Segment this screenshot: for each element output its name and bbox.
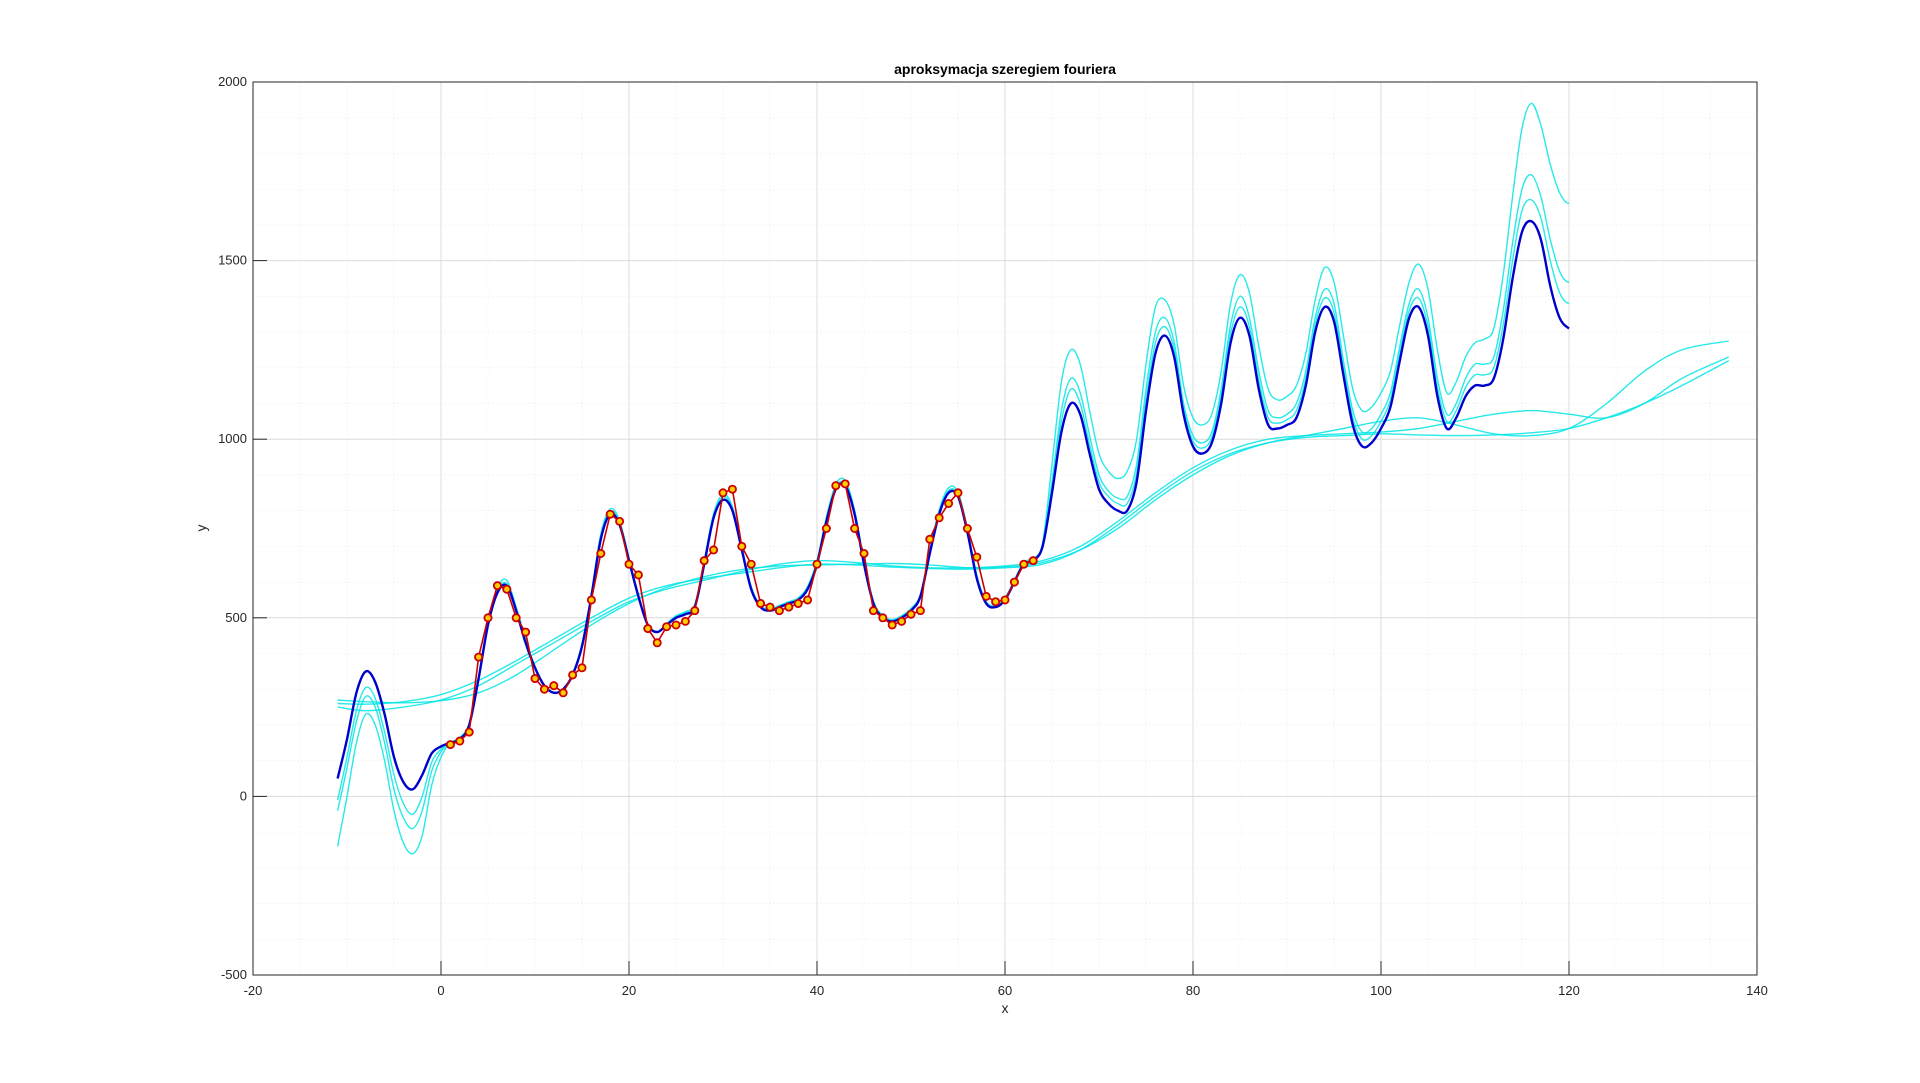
data-point-marker: [521, 627, 531, 637]
data-point-marker: [1000, 595, 1010, 605]
data-point-marker: [605, 509, 615, 519]
data-point-marker: [850, 524, 860, 534]
y-tick-label: 1000: [218, 431, 247, 446]
x-tick-label: 100: [1370, 983, 1392, 998]
data-point-marker: [915, 606, 925, 616]
data-point-marker: [897, 616, 907, 626]
data-point-marker: [596, 549, 606, 559]
data-point-marker: [1019, 559, 1029, 569]
data-point-marker: [906, 609, 916, 619]
data-point-marker: [859, 549, 869, 559]
x-tick-label: 0: [437, 983, 444, 998]
data-point-marker: [577, 663, 587, 673]
data-point-marker: [586, 595, 596, 605]
data-point-marker: [991, 597, 1001, 607]
data-point-marker: [483, 613, 493, 623]
major-grid: [252, 81, 1758, 976]
data-point-marker: [1009, 577, 1019, 587]
data-point-marker: [934, 513, 944, 523]
data-point-marker: [455, 736, 465, 746]
data-point-marker: [887, 620, 897, 630]
data-point-marker: [690, 606, 700, 616]
axis-tick-labels: -20 0 20 40 60 80 100 120 140 -500 0 500 1000 1500 200…: [218, 74, 1768, 998]
data-point-marker: [662, 622, 672, 632]
data-point-marker: [737, 541, 747, 551]
data-point-marker: [549, 681, 559, 691]
y-tick-label: 1500: [218, 253, 247, 268]
x-tick-label: -20: [244, 983, 263, 998]
data-point-marker: [709, 545, 719, 555]
x-tick-label: 80: [1186, 983, 1200, 998]
data-point-marker: [812, 559, 822, 569]
y-tick-label: 0: [240, 788, 247, 803]
data-point-marker: [972, 552, 982, 562]
data-point-marker: [784, 602, 794, 612]
data-point-marker: [944, 498, 954, 508]
data-point-marker: [539, 684, 549, 694]
data-point-marker: [671, 620, 681, 630]
data-point-marker: [774, 606, 784, 616]
x-tick-label: 20: [622, 983, 636, 998]
data-point-marker: [511, 613, 521, 623]
data-point-marker: [492, 581, 502, 591]
data-point-marker: [718, 488, 728, 498]
data-point-marker: [756, 599, 766, 609]
data-point-marker: [445, 740, 455, 750]
data-point-marker: [821, 524, 831, 534]
data-point-marker: [652, 638, 662, 648]
data-point-marker: [502, 584, 512, 594]
x-tick-label: 140: [1746, 983, 1768, 998]
data-point-marker: [925, 534, 935, 544]
data-point-marker: [1028, 556, 1038, 566]
data-point-marker: [474, 652, 484, 662]
data-point-marker: [793, 599, 803, 609]
data-point-marker: [840, 479, 850, 489]
data-point-marker: [699, 556, 709, 566]
data-point-marker: [727, 484, 737, 494]
x-axis-label: x: [1002, 1000, 1009, 1016]
data-point-marker: [746, 559, 756, 569]
data-point-marker: [803, 595, 813, 605]
y-tick-label: 2000: [218, 74, 247, 89]
data-point-marker: [981, 591, 991, 601]
data-point-marker: [624, 559, 634, 569]
data-point-marker: [633, 570, 643, 580]
data-point-marker: [464, 727, 474, 737]
y-tick-label: 500: [225, 610, 247, 625]
data-point-marker: [962, 524, 972, 534]
data-point-marker: [643, 624, 653, 634]
axis-ticks: [252, 81, 1758, 976]
data-point-marker: [568, 670, 578, 680]
data-point-marker: [868, 606, 878, 616]
x-tick-label: 40: [810, 983, 824, 998]
data-point-marker: [831, 481, 841, 491]
data-point-marker: [558, 688, 568, 698]
y-axis-label: y: [193, 525, 209, 532]
data-point-marker: [680, 616, 690, 626]
y-tick-label: -500: [221, 967, 247, 982]
data-point-marker: [953, 488, 963, 498]
data-point-marker: [765, 602, 775, 612]
x-tick-label: 60: [998, 983, 1012, 998]
data-point-marker: [615, 516, 625, 526]
data-point-marker: [878, 613, 888, 623]
chart-title: aproksymacja szeregiem fouriera: [894, 61, 1116, 77]
x-tick-label: 120: [1558, 983, 1580, 998]
data-series-group: [445, 479, 1038, 750]
data-point-marker: [530, 674, 540, 684]
